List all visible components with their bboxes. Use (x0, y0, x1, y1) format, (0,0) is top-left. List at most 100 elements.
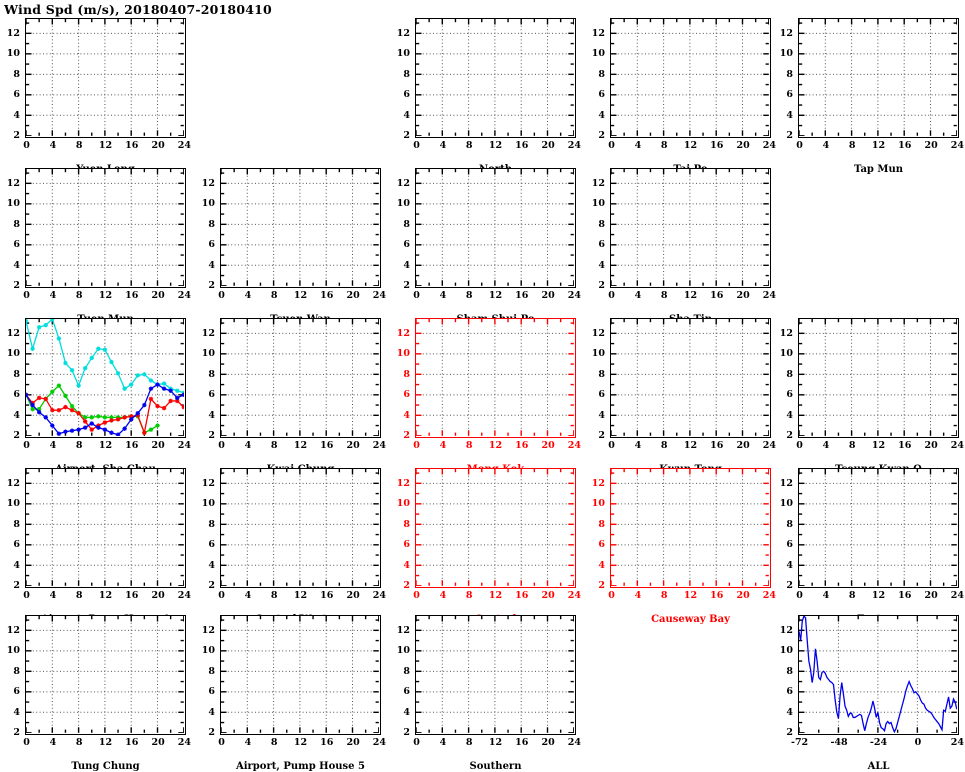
y-tick-label: 2 (598, 130, 605, 142)
y-tick-label: 2 (208, 430, 215, 442)
x-tick-label: 16 (125, 737, 139, 748)
y-tick-label: 12 (6, 624, 20, 636)
x-tick-label: 24 (372, 737, 386, 748)
x-tick-label: 12 (871, 440, 886, 451)
x-tick-label: 4 (244, 590, 252, 601)
y-tick-label: 6 (786, 539, 793, 551)
plot-frame-airport-sha-chau (25, 318, 186, 438)
y-tick-label: 2 (403, 280, 410, 292)
x-tick-label: 0 (914, 737, 922, 748)
x-tick-label: 4 (634, 140, 642, 151)
x-tick-label: -24 (869, 737, 888, 748)
plot-frame-yuen-long (25, 18, 186, 138)
plot-frame-airport-pump-house-1 (25, 468, 186, 588)
y-tick-label: 6 (13, 239, 20, 251)
x-tick-label: 24 (950, 590, 964, 601)
x-tick-label: 12 (293, 440, 308, 451)
y-tick-label: 12 (396, 27, 410, 39)
y-tick-label: 2 (786, 580, 793, 592)
y-tick-label: 8 (13, 518, 20, 530)
x-tick-label: 24 (177, 737, 191, 748)
y-tick-label: 10 (591, 498, 605, 510)
x-tick-label: 24 (177, 590, 191, 601)
x-tick-label: 4 (244, 440, 252, 451)
x-tick-label: 20 (736, 440, 750, 451)
y-tick-label: 2 (598, 580, 605, 592)
y-tick-label: 8 (598, 218, 605, 230)
x-tick-label: 12 (293, 590, 308, 601)
y-tick-label: 10 (396, 645, 410, 657)
y-tick-label: 8 (208, 218, 215, 230)
x-tick-label: 20 (736, 590, 750, 601)
plot-frame-tung-chung (25, 615, 186, 735)
y-tick-label: 2 (786, 430, 793, 442)
y-tick-label: 4 (13, 706, 20, 718)
x-tick-label: 20 (736, 140, 750, 151)
y-tick-label: 10 (591, 48, 605, 60)
x-tick-label: 0 (218, 737, 225, 748)
x-tick-label: 20 (924, 590, 938, 601)
x-tick-label: 24 (950, 737, 964, 748)
y-tick-label: 6 (208, 239, 215, 251)
x-tick-label: 12 (98, 590, 113, 601)
x-tick-label: 12 (488, 737, 503, 748)
x-tick-label: 0 (796, 440, 803, 451)
gridlines-yuen-long (26, 19, 184, 136)
x-tick-label: 0 (23, 290, 30, 301)
plot-frame-tseung-kwan-o (798, 318, 959, 438)
x-tick-label: 20 (541, 737, 555, 748)
y-tick-label: 2 (13, 130, 20, 142)
gridlines-eastern (799, 469, 957, 586)
x-tick-label: 8 (465, 590, 473, 601)
x-tick-label: 0 (218, 290, 225, 301)
x-tick-label: 0 (608, 290, 615, 301)
chart-caption-airport-pump-house-5: Airport, Pump House 5 (235, 761, 365, 772)
x-tick-label: 8 (270, 440, 278, 451)
x-tick-label: 24 (372, 290, 386, 301)
x-tick-label: 16 (515, 590, 529, 601)
x-tick-label: 8 (75, 590, 83, 601)
x-tick-label: 16 (515, 440, 529, 451)
x-tick-label: 8 (75, 140, 83, 151)
plot-frame-kwun-tong (610, 318, 771, 438)
x-tick-label: 16 (515, 140, 529, 151)
y-tick-label: 8 (598, 368, 605, 380)
y-tick-label: 2 (208, 727, 215, 739)
x-tick-label: 4 (822, 590, 830, 601)
x-tick-label: 24 (372, 440, 386, 451)
y-tick-label: 6 (786, 389, 793, 401)
x-tick-label: 8 (660, 590, 668, 601)
y-tick-label: 10 (201, 348, 215, 360)
y-tick-label: 2 (403, 430, 410, 442)
x-tick-label: 24 (567, 737, 581, 748)
y-tick-label: 4 (403, 109, 410, 121)
y-tick-label: 12 (779, 327, 793, 339)
x-tick-label: 8 (465, 290, 473, 301)
x-tick-label: 16 (320, 290, 334, 301)
x-tick-label: 20 (346, 737, 360, 748)
y-tick-label: 2 (598, 430, 605, 442)
y-tick-label: 4 (403, 559, 410, 571)
x-tick-label: 8 (270, 737, 278, 748)
y-tick-label: 12 (779, 477, 793, 489)
x-tick-label: 16 (710, 290, 724, 301)
x-tick-label: 8 (848, 440, 856, 451)
y-tick-label: 2 (13, 580, 20, 592)
x-tick-label: 8 (660, 140, 668, 151)
x-tick-label: 0 (608, 590, 615, 601)
y-tick-label: 4 (208, 409, 215, 421)
y-tick-label: 6 (403, 239, 410, 251)
y-tick-label: 12 (396, 177, 410, 189)
y-tick-label: 2 (208, 280, 215, 292)
x-tick-label: 0 (23, 140, 30, 151)
plot-frame-mong-kok (415, 318, 576, 438)
chart-caption-all: ALL (867, 761, 890, 772)
x-tick-label: 8 (465, 440, 473, 451)
x-tick-label: 24 (567, 440, 581, 451)
x-tick-label: 4 (49, 440, 57, 451)
x-tick-label: 24 (950, 140, 964, 151)
x-tick-label: 12 (871, 140, 886, 151)
x-tick-label: 20 (541, 440, 555, 451)
x-tick-label: 12 (293, 290, 308, 301)
gridlines-central-western (221, 469, 379, 586)
